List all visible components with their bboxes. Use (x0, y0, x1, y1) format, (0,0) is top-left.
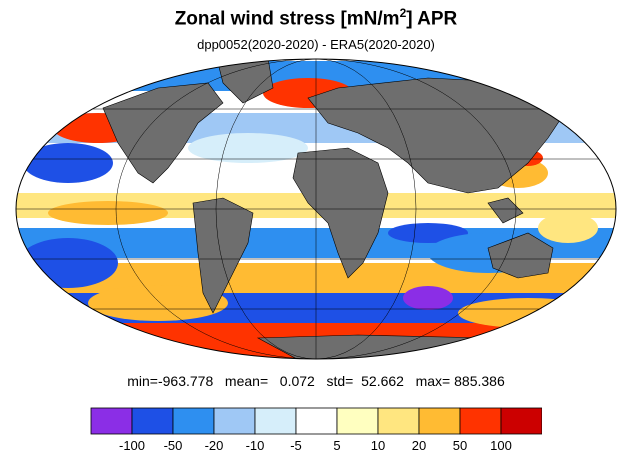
colorbar-swatch (172, 407, 215, 435)
patch-soc-purple (403, 286, 453, 310)
land-north-america (102, 82, 224, 184)
colorbar-tick-label: -20 (204, 438, 224, 453)
colorbar-swatch (254, 407, 297, 435)
title-superscript: 2 (399, 6, 407, 20)
patch-eqwpac-yellow (538, 213, 598, 243)
colorbar-swatch (459, 407, 502, 435)
colorbar-tick-label: 50 (452, 438, 468, 453)
colorbar-tick-label: 100 (490, 438, 512, 453)
globe-outline (15, 58, 617, 360)
colorbar-swatch (90, 407, 133, 435)
colorbar-swatch (500, 407, 542, 435)
colorbar-swatch (418, 407, 461, 435)
colorbar-swatch (295, 407, 338, 435)
graticule (16, 59, 616, 359)
land-africa (292, 147, 389, 279)
colorbar-tick-label: -100 (118, 438, 146, 453)
colorbar-swatch (377, 407, 420, 435)
colorbar (90, 407, 542, 435)
plot-subtitle: dpp0052(2020-2020) - ERA5(2020-2020) (197, 37, 435, 52)
colorbar-swatch (131, 407, 174, 435)
patch-spac-orange (88, 285, 228, 321)
colorbar-tick-label: -50 (163, 438, 183, 453)
plot-title: Zonal wind stress [mN/m2] APR (0, 6, 632, 30)
land-antarctica (256, 334, 529, 359)
land-australia (487, 232, 554, 279)
colorbar-tick-label: 5 (333, 438, 341, 453)
colorbar-tick-label: 10 (370, 438, 386, 453)
patch-spac-blue (18, 238, 118, 288)
colorbar-tick-label: -5 (290, 438, 302, 453)
colorbar-tick-label: 20 (411, 438, 427, 453)
world-map (15, 58, 617, 360)
colorbar-tick-label: -10 (245, 438, 265, 453)
title-end: ] APR (406, 8, 458, 30)
patch-npac-blue (23, 143, 113, 183)
land-eurasia (307, 77, 569, 194)
land-greenland (217, 59, 274, 104)
colorbar-swatch (336, 407, 379, 435)
patch-natl-light (188, 133, 308, 163)
title-main: Zonal wind stress [mN/m (174, 8, 400, 30)
statistics-line: min=-963.778 mean= 0.072 std= 52.662 max… (127, 373, 505, 389)
colorbar-swatch (213, 407, 256, 435)
land-layer (102, 59, 569, 359)
patch-soc-orange (458, 298, 598, 328)
patch-eqpac-orange (48, 201, 168, 225)
land-south-america (192, 197, 254, 314)
field-layer (16, 59, 616, 359)
patch-ind-blue (388, 223, 468, 243)
land-indonesia (487, 197, 524, 224)
